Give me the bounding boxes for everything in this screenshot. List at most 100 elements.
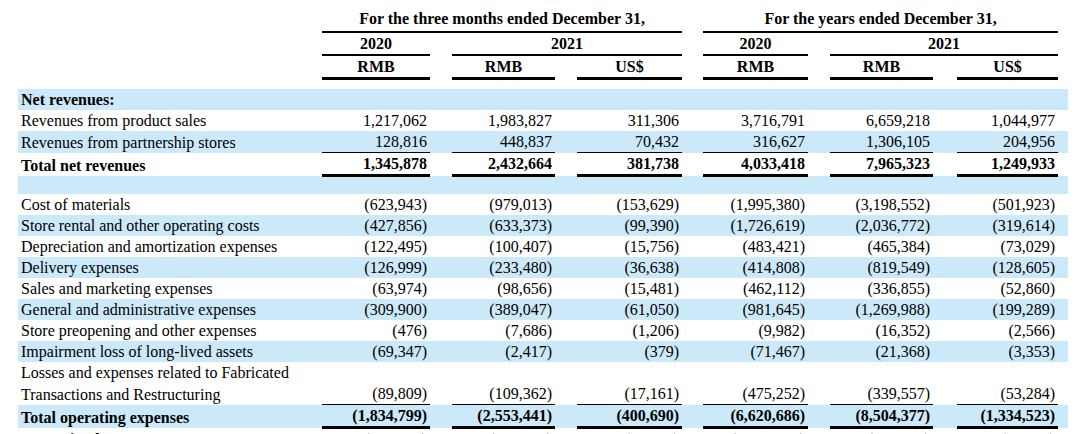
row-label: Delivery expenses [18,257,322,278]
value-cell: (465,384) [830,236,933,257]
column-gap [933,362,957,383]
value-cell: (339,557) [830,383,933,405]
year-header: 2021 [452,32,682,55]
column-gap [430,341,452,362]
value-cell: (120,777) [452,428,555,434]
table-row: Delivery expenses(126,999)(233,480)(36,6… [18,257,1068,278]
value-cell: (336,855) [830,278,933,299]
value-cell: (2,587,268) [703,428,808,434]
currency-header: RMB [703,55,808,79]
year-header-row: 2020 2021 2020 2021 [18,32,1068,55]
column-gap [682,236,703,257]
column-gap [808,299,830,320]
value-cell: (400,690) [577,405,682,428]
column-gap [682,131,703,153]
value-cell [830,362,933,383]
value-cell: (483,421) [703,236,808,257]
column-gap [430,383,452,405]
value-cell: (36,638) [577,257,682,278]
column-gap [682,278,703,299]
value-cell: 448,837 [452,131,555,153]
value-cell: (539,054) [830,428,933,434]
value-cell: (199,289) [957,299,1058,320]
income-statement-table: For the three months ended December 31, … [18,6,1068,434]
row-right-pad [1058,215,1068,236]
column-gap [555,428,577,434]
value-cell [830,89,933,110]
column-gap [933,153,957,176]
row-label: Impairment loss of long-lived assets [18,341,322,362]
column-gap [682,362,703,383]
value-cell: (9,982) [703,320,808,341]
value-cell: 1,983,827 [452,110,555,131]
value-cell: (99,390) [577,215,682,236]
header-spacer [18,6,322,32]
column-gap [682,194,703,215]
column-gap [555,236,577,257]
value-cell: 3,716,791 [703,110,808,131]
column-gap [933,55,957,79]
column-gap [808,215,830,236]
table-row: Impairment loss of long-lived assets(69,… [18,341,1068,362]
column-gap [555,278,577,299]
column-gap [430,257,452,278]
value-cell: (16,352) [830,320,933,341]
column-gap [682,405,703,428]
value-cell: (633,373) [452,215,555,236]
column-gap [555,110,577,131]
table-row: Total operating expenses(1,834,799)(2,55… [18,405,1068,428]
column-gap [808,153,830,176]
value-cell: (2,553,441) [452,405,555,428]
row-label: Revenues from product sales [18,110,322,131]
value-cell [830,176,933,195]
value-cell: (71,467) [703,341,808,362]
column-gap [808,405,830,428]
row-right-pad [1058,362,1068,383]
value-cell: (8,504,377) [830,405,933,428]
row-label: Sales and marketing expenses [18,278,322,299]
column-gap [682,89,703,110]
column-gap [682,383,703,405]
value-cell: 204,956 [957,131,1058,153]
header-bottom-spacer [18,79,1068,90]
column-gap [808,110,830,131]
value-cell: 1,306,105 [830,131,933,153]
row-right-pad [1058,89,1068,110]
value-cell: (84,590) [957,428,1058,434]
column-gap [430,299,452,320]
column-gap [555,299,577,320]
table-row: Sales and marketing expenses(63,974)(98,… [18,278,1068,299]
value-cell: 4,033,418 [703,153,808,176]
table-row: Operating loss(488,921)(120,777)(18,952)… [18,428,1068,434]
value-cell: 1,249,933 [957,153,1058,176]
column-gap [430,131,452,153]
column-gap [430,55,452,79]
column-gap [933,405,957,428]
value-cell: (98,656) [452,278,555,299]
group-header-three-months: For the three months ended December 31, [322,6,682,32]
value-cell: (1,834,799) [322,405,430,428]
currency-header: US$ [577,55,682,79]
column-gap [430,153,452,176]
row-label: Store preopening and other expenses [18,320,322,341]
value-cell [703,362,808,383]
table-row: Store preopening and other expenses(476)… [18,320,1068,341]
table-body: Net revenues:Revenues from product sales… [18,89,1068,434]
column-gap [808,257,830,278]
column-gap [555,341,577,362]
column-gap [933,215,957,236]
column-gap [808,32,830,55]
value-cell [577,362,682,383]
column-gap [933,320,957,341]
value-cell: (1,269,988) [830,299,933,320]
row-label: Net revenues: [18,89,322,110]
row-right-pad [1058,110,1068,131]
value-cell: (2,036,772) [830,215,933,236]
row-label: General and administrative expenses [18,299,322,320]
column-gap [430,428,452,434]
value-cell: (379) [577,341,682,362]
header-spacer [1058,55,1068,79]
value-cell: (21,368) [830,341,933,362]
column-gap [430,362,452,383]
value-cell [957,89,1058,110]
